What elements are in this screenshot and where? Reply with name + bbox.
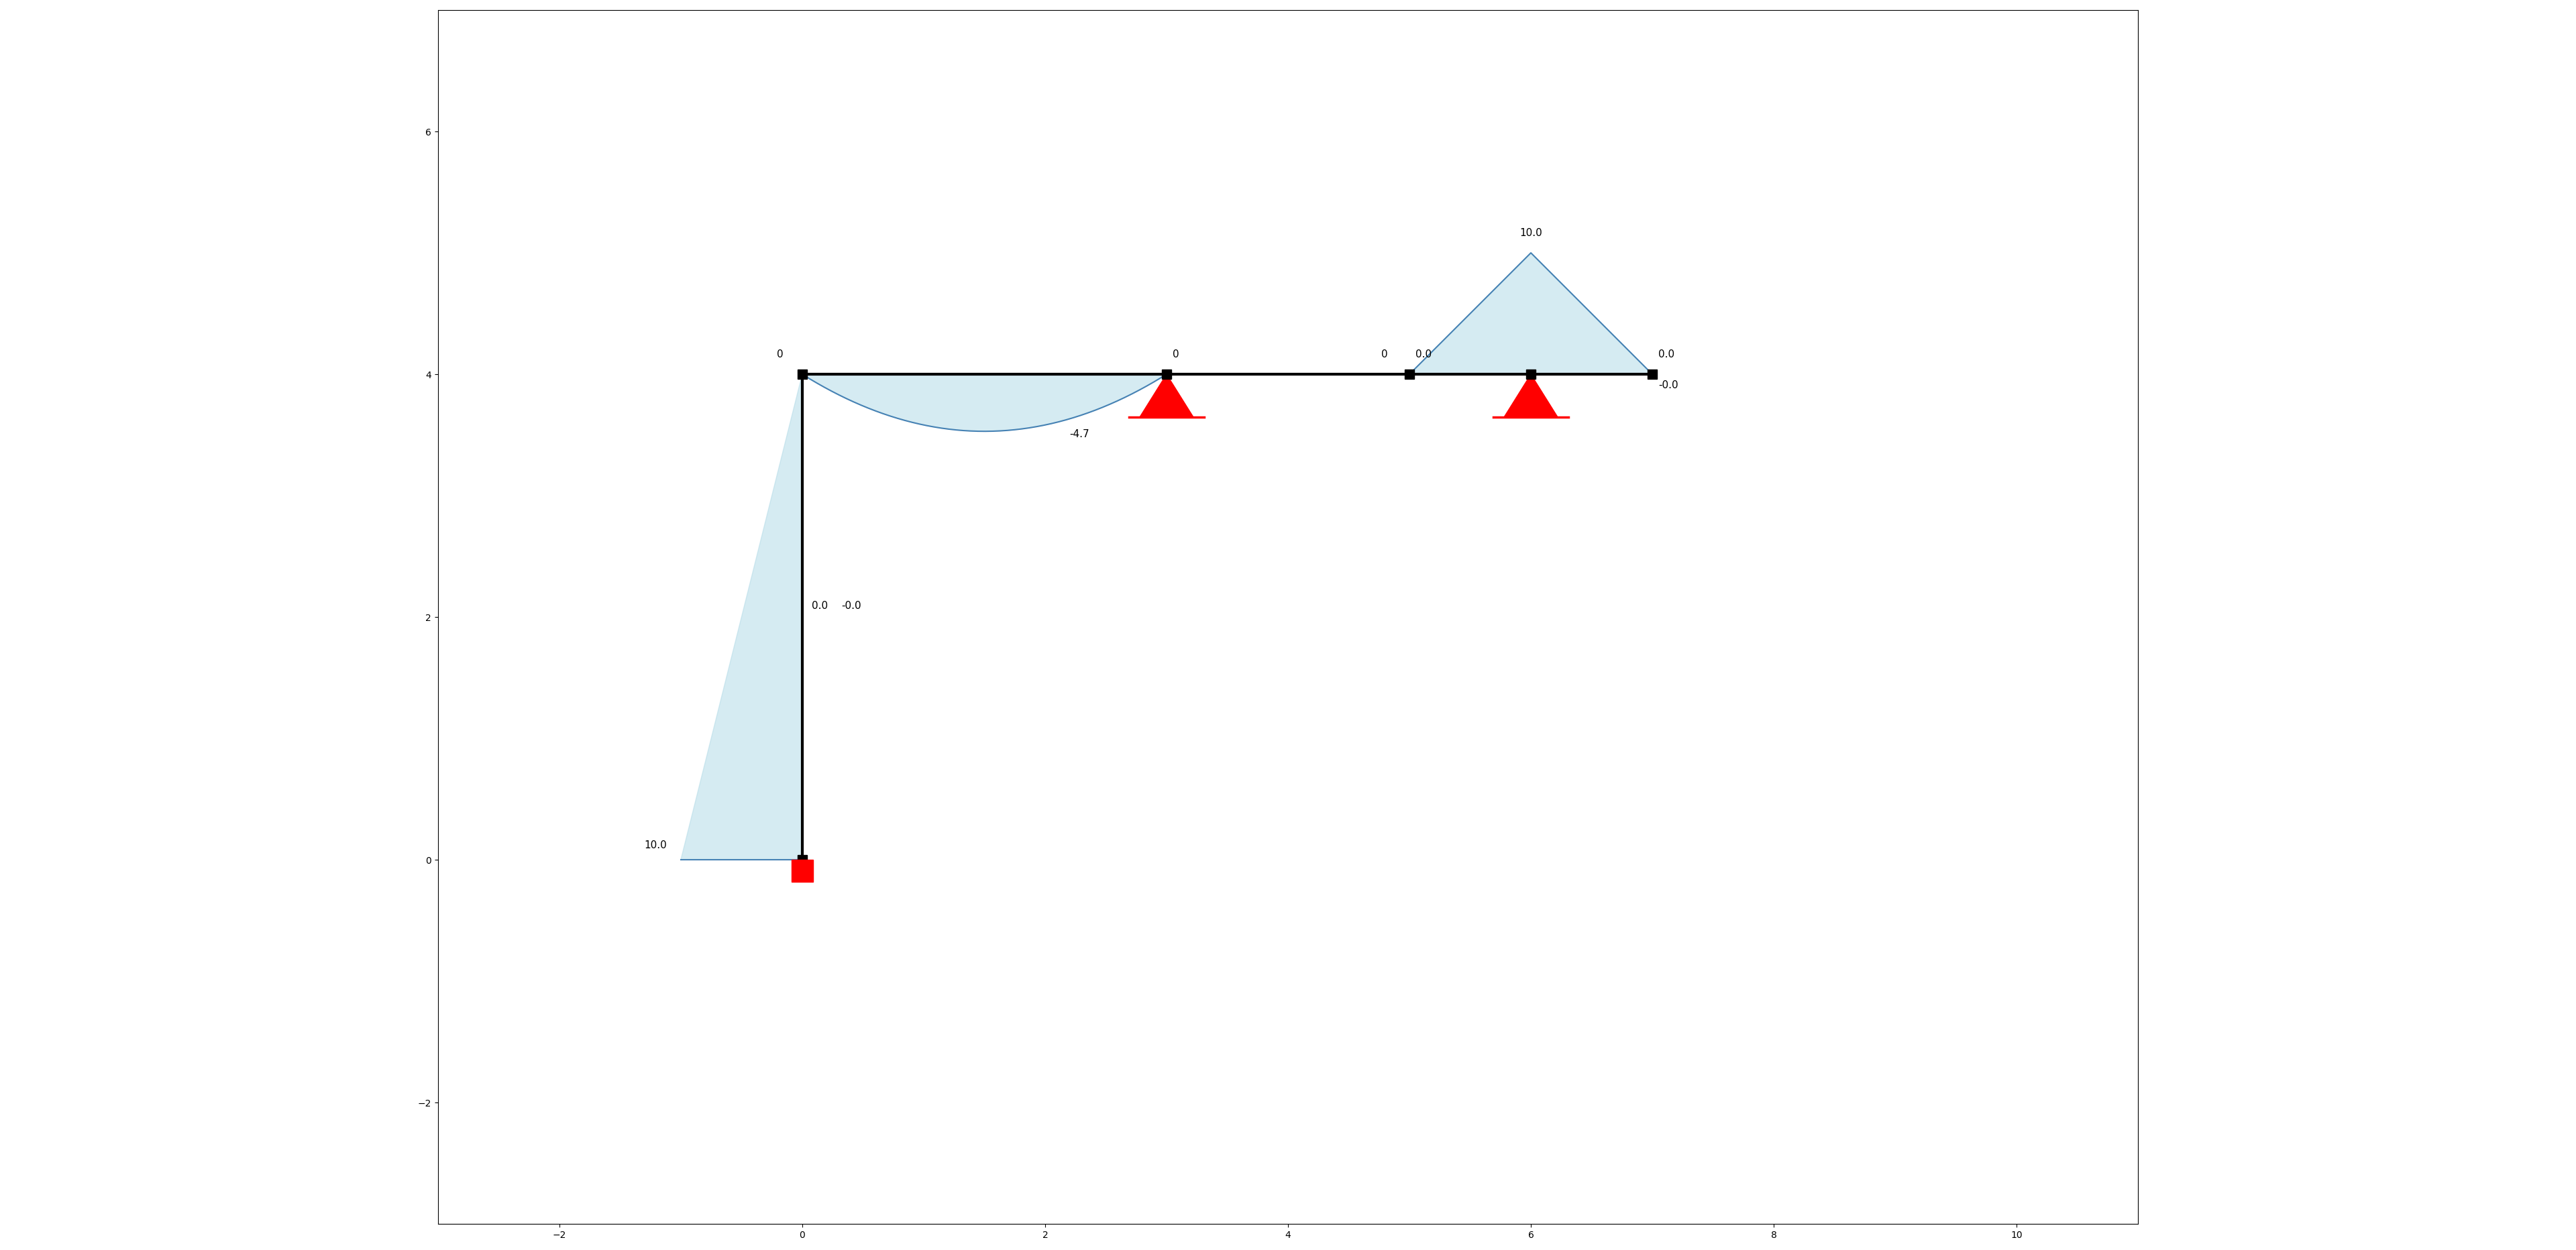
Text: 0: 0 [778,350,783,360]
Bar [791,860,814,881]
Text: 0: 0 [1381,350,1388,360]
Text: 0.0: 0.0 [1659,350,1674,360]
Text: 10.0: 10.0 [1520,229,1543,239]
Polygon shape [1504,374,1558,418]
Polygon shape [1409,252,1651,374]
Polygon shape [801,374,1167,431]
Text: -0.0: -0.0 [842,601,860,611]
Text: -4.7: -4.7 [1069,429,1090,439]
Text: 0.0: 0.0 [1414,350,1432,360]
Text: 10.0: 10.0 [644,840,667,850]
Text: -0.0: -0.0 [1659,380,1677,390]
Polygon shape [1139,374,1193,418]
Text: 0.0: 0.0 [811,601,827,611]
Text: 0: 0 [1172,350,1180,360]
Polygon shape [680,374,801,860]
